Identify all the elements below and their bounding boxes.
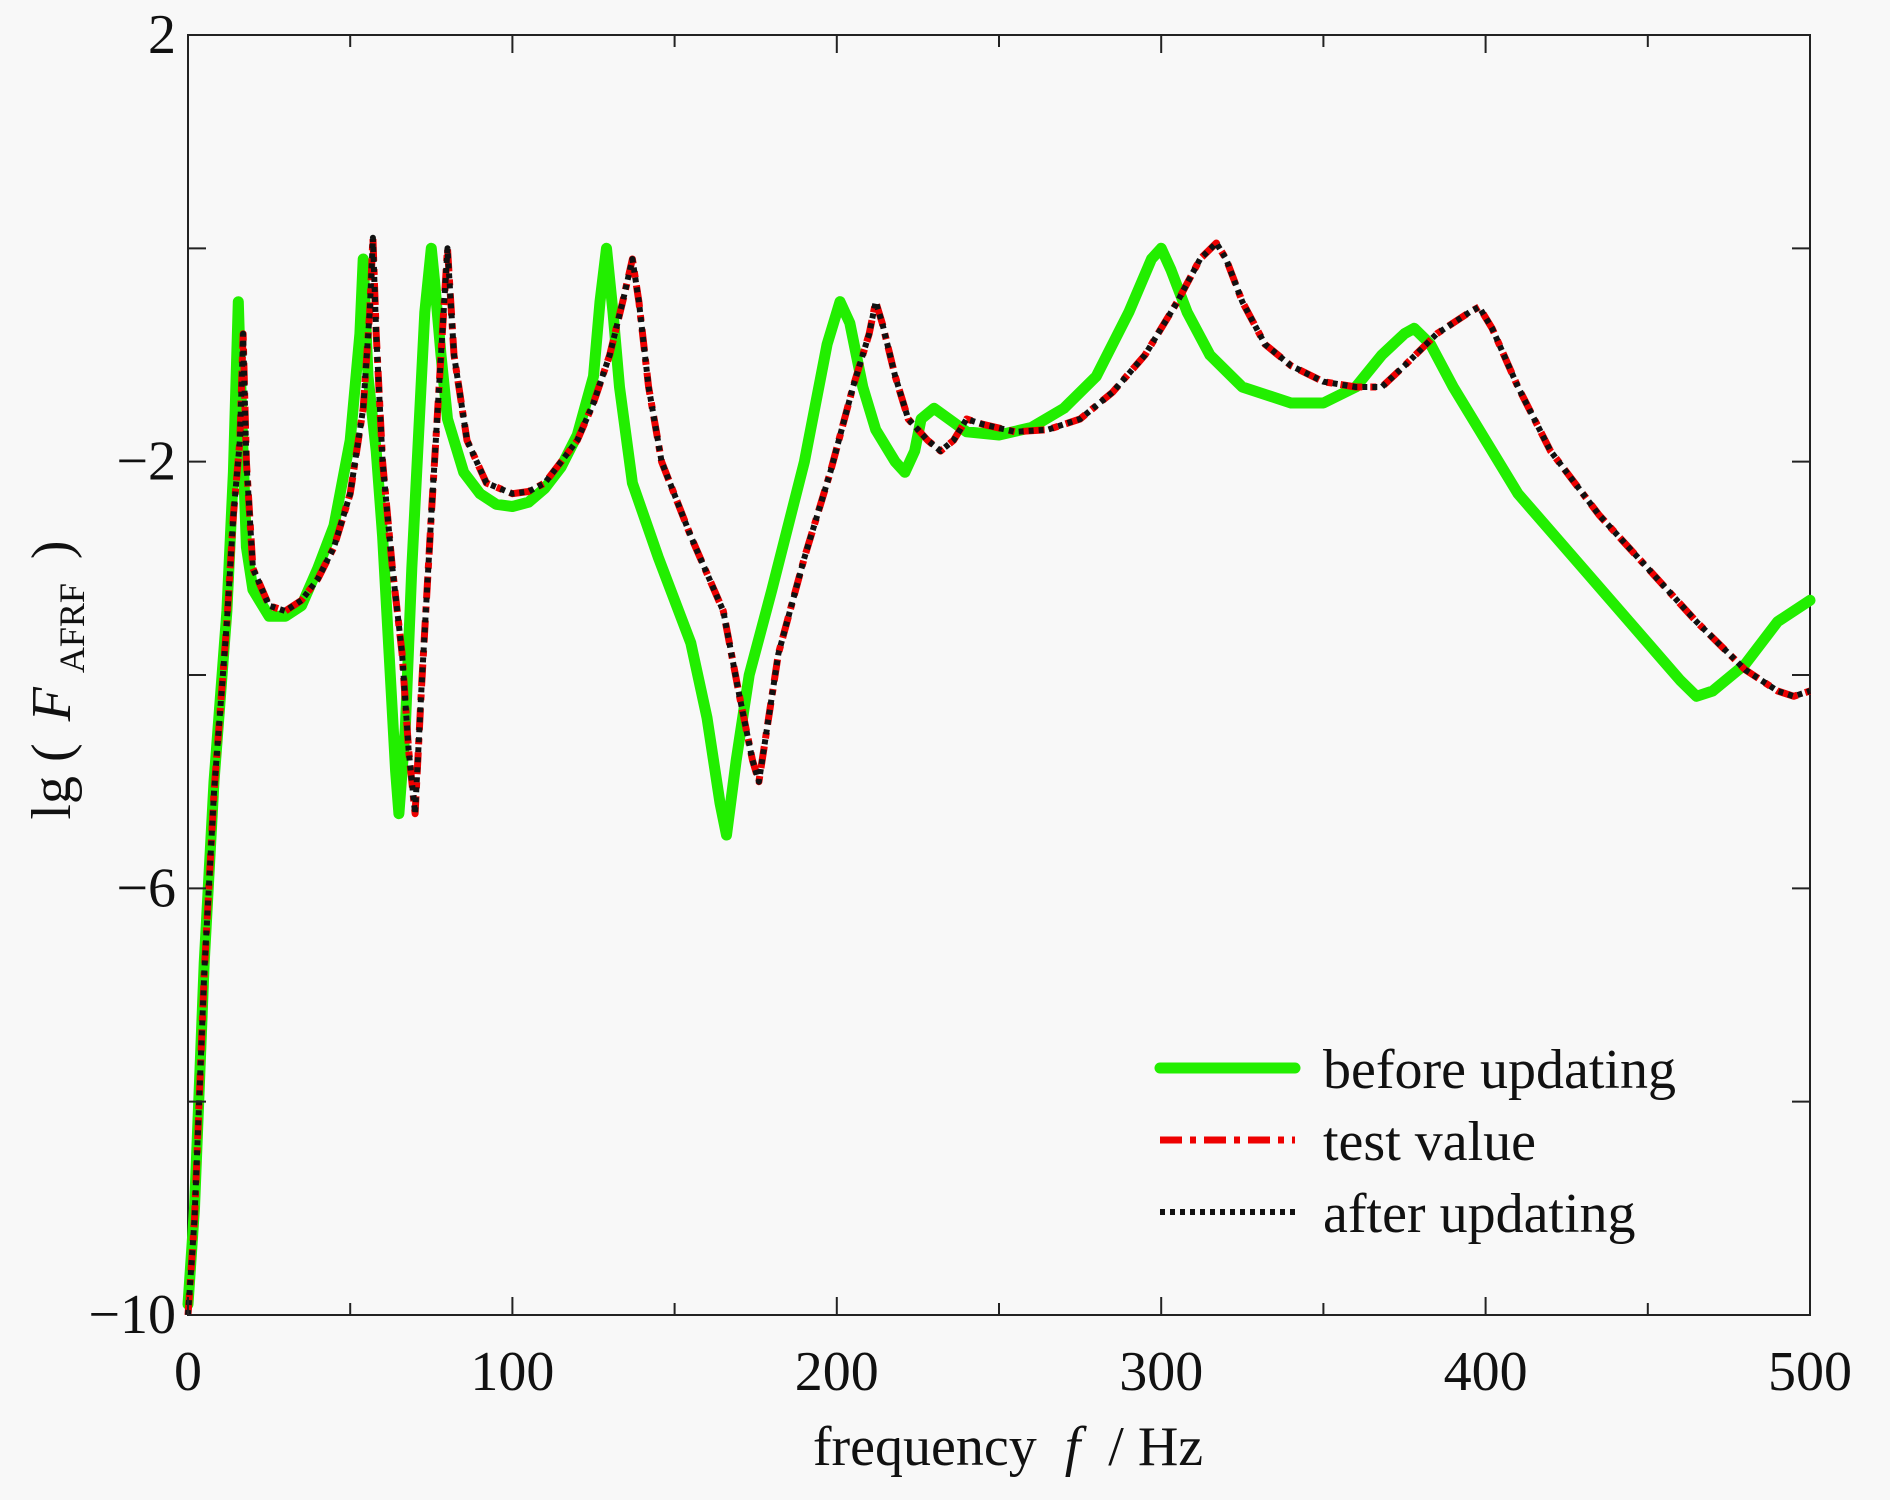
series-line-0 [182,242,1816,1310]
x-axis-title: frequency f / Hz [813,1416,1203,1478]
x-tick-label: 400 [1444,1341,1528,1403]
legend-label-0: before updating [1323,1039,1676,1101]
y-axis-title-prefix: lg ( [21,743,83,819]
y-axis-title-var: F [21,686,83,722]
x-tick-label: 200 [795,1341,879,1403]
x-tick-label: 0 [174,1341,202,1403]
legend-label-1: test value [1323,1111,1536,1173]
axis-ticks: 0 100 200 300 400 500 −10 −6 −2 2 [88,4,1852,1403]
x-tick-label: 100 [470,1341,554,1403]
y-axis-title-sub: AFRF [52,583,92,673]
plot-frame [187,34,1811,1316]
series-line-2 [185,234,1811,1316]
series-line-1 [184,234,1812,1316]
y-axis-title: lg ( F AFRF ) [21,540,97,819]
x-tick-label: 300 [1119,1341,1203,1403]
plot-border [187,34,1811,1316]
y-tick-label: −6 [116,857,176,919]
x-axis-title-unit: / Hz [1108,1416,1203,1478]
series-layer [182,234,1816,1316]
y-tick-label: −10 [88,1284,176,1346]
x-axis-title-var: f [1065,1416,1088,1478]
y-tick-label: −2 [116,431,176,493]
y-axis-title-suffix: ) [21,540,83,559]
y-tick-label: 2 [148,4,176,66]
x-axis-title-text: frequency [813,1416,1037,1478]
legend: before updating test value after updating [1154,1039,1676,1245]
legend-label-2: after updating [1323,1183,1636,1245]
x-tick-label: 500 [1768,1341,1852,1403]
